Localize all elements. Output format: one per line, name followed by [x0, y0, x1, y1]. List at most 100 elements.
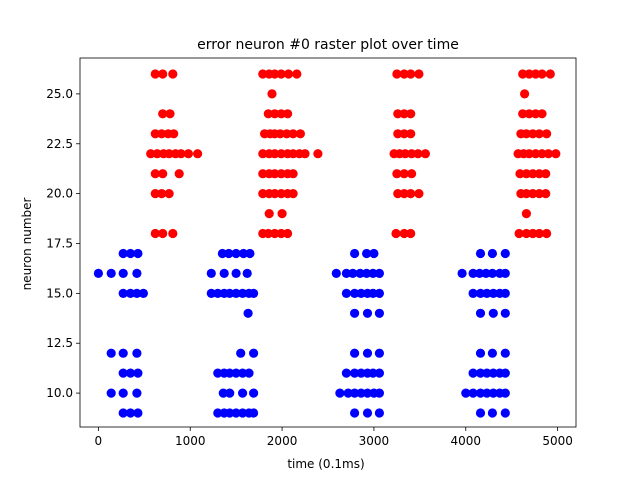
spike-point: [288, 169, 298, 179]
y-axis-label: neuron number: [20, 198, 34, 291]
spike-point: [487, 348, 497, 358]
spike-point: [399, 69, 409, 79]
spike-point: [413, 149, 423, 159]
spike-point: [393, 129, 403, 139]
spike-point: [520, 89, 530, 99]
spike-point: [206, 288, 216, 298]
spike-point: [392, 169, 402, 179]
spike-point: [528, 169, 538, 179]
spike-point: [213, 288, 223, 298]
y-axis: 10.0 12.5 15.0 17.5 20.0 22.5 25.0: [46, 87, 80, 400]
spike-point: [521, 129, 532, 139]
spike-point: [475, 268, 485, 278]
spike-point: [528, 189, 538, 199]
x-axis-label: time (0.1ms): [287, 457, 364, 471]
spike-point: [521, 169, 532, 179]
spike-point: [158, 109, 168, 119]
spike-point: [534, 189, 544, 199]
spike-point: [481, 268, 491, 278]
spike-point: [392, 69, 402, 79]
spike-point: [362, 308, 373, 318]
spike-point: [132, 388, 142, 398]
spike-point: [238, 368, 248, 378]
spike-point: [157, 189, 167, 199]
spike-point: [362, 248, 372, 259]
spike-point: [543, 149, 554, 159]
spike-point: [164, 149, 174, 159]
spike-point: [500, 348, 510, 358]
spike-point: [518, 109, 528, 119]
spike-point: [238, 388, 248, 398]
spike-point: [244, 368, 254, 378]
spike-point: [537, 109, 547, 119]
spike-point: [500, 368, 510, 378]
spike-point: [300, 149, 310, 159]
spike-point: [348, 268, 358, 278]
spike-point: [106, 388, 116, 398]
spike-point: [488, 288, 498, 298]
spike-point: [133, 248, 143, 259]
spike-point: [524, 69, 534, 79]
spike-point: [534, 228, 544, 239]
spike-point: [518, 69, 528, 79]
spike-point: [213, 408, 223, 418]
spike-point: [270, 109, 280, 119]
spike-point: [133, 408, 143, 418]
spike-point: [146, 149, 156, 159]
spike-point: [350, 388, 360, 398]
spike-point: [475, 408, 486, 418]
spike-point: [399, 228, 409, 239]
spike-point: [475, 288, 486, 298]
spike-point: [106, 268, 116, 278]
spike-point: [283, 109, 293, 119]
spike-point: [406, 228, 416, 239]
spike-point: [350, 408, 360, 418]
spike-point: [391, 228, 401, 239]
spike-point: [331, 268, 341, 278]
spike-point: [125, 368, 136, 378]
spike-point: [407, 149, 417, 159]
x-tick-label: 4000: [451, 434, 482, 448]
spike-point: [500, 408, 510, 418]
spike-point: [374, 308, 384, 318]
spike-point: [500, 388, 510, 398]
spike-point: [531, 109, 541, 119]
spike-point: [231, 288, 241, 298]
spike-point: [276, 149, 286, 159]
spike-point: [487, 408, 497, 418]
spike-point: [528, 129, 538, 139]
y-tick-label: 22.5: [46, 137, 73, 151]
spike-point: [270, 149, 280, 159]
spike-point: [263, 228, 273, 239]
spike-point: [231, 408, 241, 418]
spike-point: [400, 149, 410, 159]
spike-point: [350, 288, 360, 298]
spike-point: [118, 388, 128, 398]
spike-point: [225, 408, 235, 418]
spike-point: [542, 129, 552, 139]
spike-point: [118, 408, 128, 418]
spike-point: [125, 248, 136, 259]
spike-point: [362, 268, 372, 278]
spike-point: [276, 69, 286, 79]
spike-point: [482, 388, 492, 398]
x-axis: 0 1000 2000 3000 4000 5000: [95, 427, 573, 448]
spike-point: [374, 348, 384, 358]
spike-point: [500, 288, 510, 298]
spike-point: [288, 129, 298, 139]
spike-point: [258, 149, 268, 159]
spike-point: [488, 368, 498, 378]
spike-point: [355, 268, 365, 278]
spike-point: [292, 69, 302, 79]
spike-point: [475, 348, 486, 358]
spike-point: [225, 368, 235, 378]
spike-point: [132, 288, 142, 298]
spike-point: [231, 368, 241, 378]
spike-point: [118, 288, 128, 298]
spike-point: [249, 288, 259, 298]
spike-point: [125, 288, 136, 298]
spike-point: [374, 288, 384, 298]
spike-point: [277, 209, 287, 219]
spike-point: [157, 129, 167, 139]
spike-point: [356, 288, 366, 298]
